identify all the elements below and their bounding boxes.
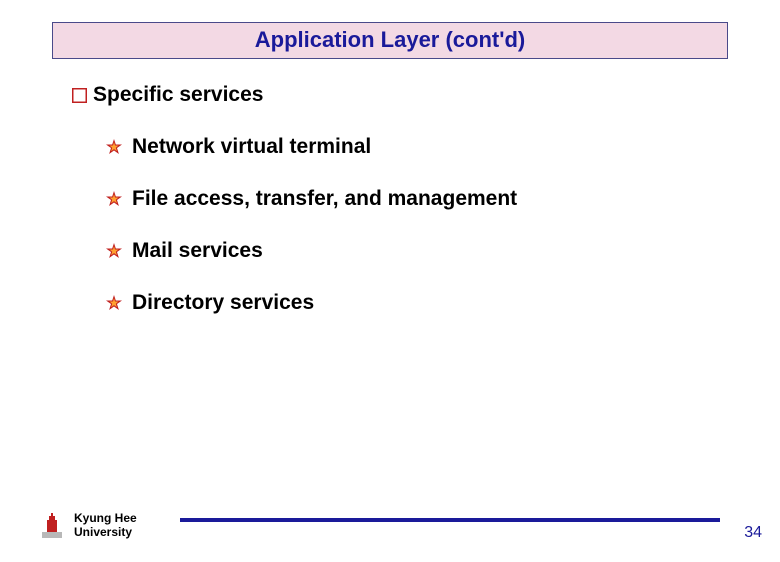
list-item: File access, transfer, and management xyxy=(106,187,780,211)
footer-divider xyxy=(180,518,720,522)
list-item: Directory services xyxy=(106,291,780,315)
list-item: Mail services xyxy=(106,239,780,263)
item-text: Directory services xyxy=(132,291,314,315)
footer-logo-block: Kyung Hee University xyxy=(38,512,137,540)
square-bullet-icon xyxy=(72,88,87,103)
item-text: Mail services xyxy=(132,239,263,263)
slide-title-bar: Application Layer (cont'd) xyxy=(52,22,728,59)
heading-row: Specific services xyxy=(72,83,780,107)
item-text: Network virtual terminal xyxy=(132,135,371,159)
content-area: Specific services Network virtual termin… xyxy=(72,83,780,315)
university-logo-icon xyxy=(38,512,66,540)
footer: Kyung Hee University 34 xyxy=(0,504,780,544)
list-item: Network virtual terminal xyxy=(106,135,780,159)
star-bullet-icon xyxy=(106,191,122,207)
star-bullet-icon xyxy=(106,243,122,259)
slide-title: Application Layer (cont'd) xyxy=(255,27,525,52)
item-text: File access, transfer, and management xyxy=(132,187,517,211)
page-number: 34 xyxy=(744,524,762,542)
university-name: Kyung Hee University xyxy=(74,512,137,540)
star-bullet-icon xyxy=(106,295,122,311)
university-name-line1: Kyung Hee xyxy=(74,512,137,526)
heading-text: Specific services xyxy=(93,83,263,107)
bullet-list: Network virtual terminal File access, tr… xyxy=(106,135,780,315)
university-name-line2: University xyxy=(74,526,137,540)
star-bullet-icon xyxy=(106,139,122,155)
